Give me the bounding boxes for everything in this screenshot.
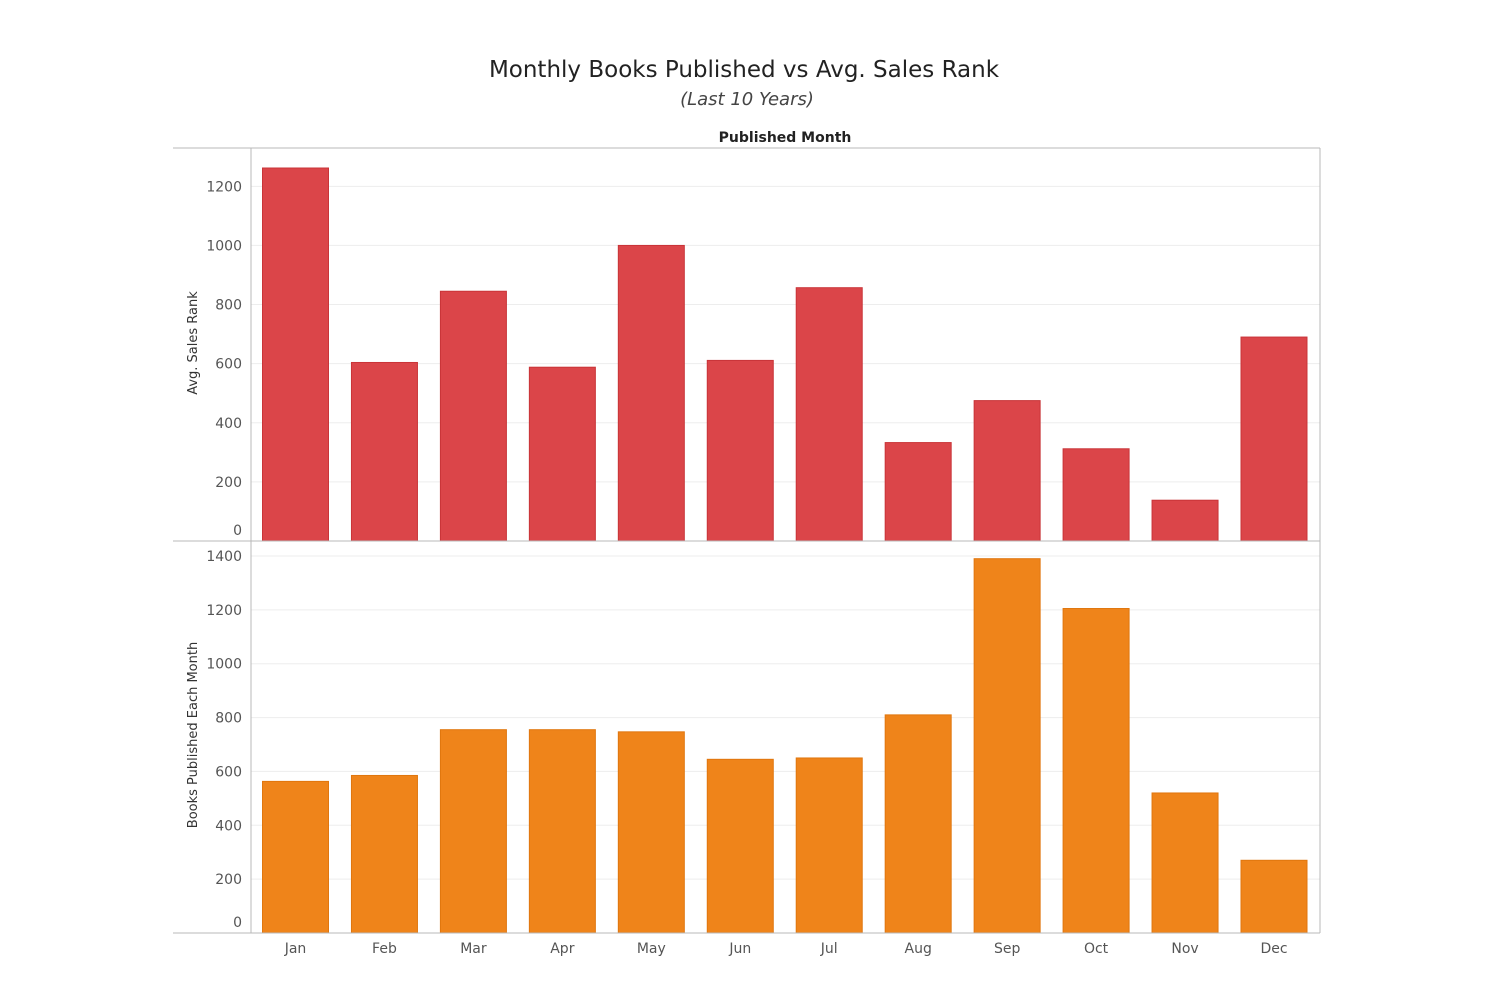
bar-jan <box>262 780 329 934</box>
bar-nov <box>1151 499 1219 542</box>
x-tick-label: Nov <box>1171 941 1198 957</box>
y-tick-label: 1200 <box>206 179 242 195</box>
y-tick-label: 400 <box>215 818 242 834</box>
bar-sep <box>973 400 1041 542</box>
bar-apr <box>528 729 596 934</box>
bar-feb <box>350 774 418 934</box>
bar-aug <box>884 442 952 542</box>
column-header: Published Month <box>719 130 852 146</box>
bar-dec <box>1240 859 1308 934</box>
x-tick-label: Dec <box>1260 941 1287 957</box>
x-tick-label: Jul <box>820 941 838 957</box>
chart-title: Monthly Books Published vs Avg. Sales Ra… <box>489 57 1000 83</box>
bar-feb <box>350 361 418 542</box>
y-tick-label: 800 <box>215 711 242 727</box>
y-tick-label: 800 <box>215 298 242 314</box>
chart-subtitle: (Last 10 Years) <box>680 89 814 110</box>
bar-may <box>617 731 685 934</box>
y-axis-title: Books Published Each Month <box>186 642 201 828</box>
bar-oct <box>1062 448 1130 542</box>
plot-area: 0 200 400 600 800 1000 1200 Avg. Sales Rank 0 200… <box>173 147 1321 957</box>
x-tick-label: Jan <box>284 941 307 957</box>
x-tick-label: Oct <box>1084 941 1109 957</box>
panel-books-published: 0 200 400 600 800 1000 1200 1400 Books Published… <box>173 549 1320 934</box>
bar-mar <box>439 290 507 542</box>
x-tick-label: Mar <box>460 941 487 957</box>
y-tick-label: 1000 <box>206 238 242 254</box>
bar-jun <box>706 758 774 934</box>
y-tick-label: 0 <box>233 523 242 539</box>
y-tick-label: 1400 <box>206 549 242 565</box>
panel-sales-rank: 0 200 400 600 800 1000 1200 Avg. Sales Rank <box>173 167 1320 542</box>
y-tick-label: 600 <box>215 764 242 780</box>
bar-jul <box>795 757 863 934</box>
bar-dec <box>1240 336 1308 542</box>
y-tick-label: 1200 <box>206 603 242 619</box>
y-tick-label: 200 <box>215 872 242 888</box>
x-tick-label: May <box>637 941 666 957</box>
bar-may <box>617 244 685 542</box>
bar-nov <box>1151 792 1219 934</box>
x-tick-label: Aug <box>905 941 932 957</box>
x-tick-label: Jun <box>728 941 751 957</box>
y-tick-label: 600 <box>215 357 242 373</box>
y-tick-label: 1000 <box>206 657 242 673</box>
bar-jan <box>262 167 329 542</box>
x-tick-label: Apr <box>550 941 574 957</box>
y-axis-title: Avg. Sales Rank <box>186 291 201 395</box>
y-tick-label: 200 <box>215 475 242 491</box>
x-tick-label: Sep <box>994 941 1021 957</box>
bar-jun <box>706 359 774 542</box>
bar-sep <box>973 558 1041 934</box>
bar-apr <box>528 366 596 542</box>
bar-oct <box>1062 608 1130 934</box>
x-tick-label: Feb <box>372 941 397 957</box>
y-tick-label: 400 <box>215 416 242 432</box>
y-tick-label: 0 <box>233 915 242 931</box>
bar-aug <box>884 714 952 934</box>
bar-mar <box>439 729 507 934</box>
bar-jul <box>795 287 863 542</box>
